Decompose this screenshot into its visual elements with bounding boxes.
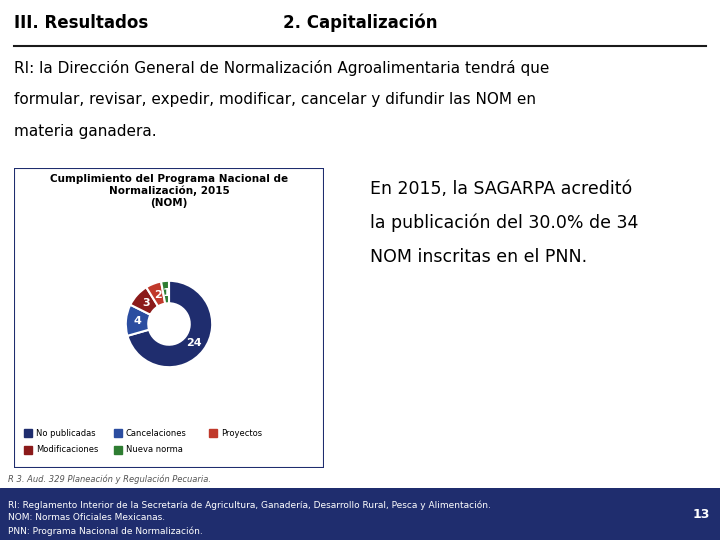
Wedge shape xyxy=(127,281,212,367)
Text: RI: Reglamento Interior de la Secretaría de Agricultura, Ganadería, Desarrollo R: RI: Reglamento Interior de la Secretaría… xyxy=(8,500,491,510)
Text: Cancelaciones: Cancelaciones xyxy=(126,429,187,437)
Text: 1: 1 xyxy=(162,288,170,298)
Text: Nueva norma: Nueva norma xyxy=(126,446,183,455)
Text: NOM inscritas en el PNN.: NOM inscritas en el PNN. xyxy=(370,248,587,266)
Bar xyxy=(209,429,217,437)
Text: (NOM): (NOM) xyxy=(150,198,188,208)
Text: Proyectos: Proyectos xyxy=(221,429,262,437)
Bar xyxy=(114,446,122,454)
Text: III. Resultados: III. Resultados xyxy=(14,14,148,32)
Text: 3: 3 xyxy=(142,298,150,308)
Wedge shape xyxy=(161,281,169,303)
Bar xyxy=(24,446,32,454)
Wedge shape xyxy=(146,281,165,306)
Text: PNN: Programa Nacional de Normalización.: PNN: Programa Nacional de Normalización. xyxy=(8,526,203,536)
Text: 2: 2 xyxy=(154,289,161,300)
Text: 13: 13 xyxy=(693,508,710,521)
Bar xyxy=(24,429,32,437)
Text: Normalización, 2015: Normalización, 2015 xyxy=(109,186,230,197)
Text: Cumplimiento del Programa Nacional de: Cumplimiento del Programa Nacional de xyxy=(50,174,288,184)
Wedge shape xyxy=(130,287,158,315)
Text: 24: 24 xyxy=(186,338,202,348)
Text: formular, revisar, expedir, modificar, cancelar y difundir las NOM en: formular, revisar, expedir, modificar, c… xyxy=(14,92,536,107)
Text: En 2015, la SAGARPA acreditó: En 2015, la SAGARPA acreditó xyxy=(370,180,632,198)
Text: 2. Capitalización: 2. Capitalización xyxy=(283,14,437,32)
Text: R 3. Aud. 329 Planeación y Regulación Pecuaria.: R 3. Aud. 329 Planeación y Regulación Pe… xyxy=(8,474,211,484)
Bar xyxy=(114,429,122,437)
Text: 4: 4 xyxy=(134,316,142,326)
Wedge shape xyxy=(126,305,150,336)
Text: No publicadas: No publicadas xyxy=(36,429,96,437)
Text: Modificaciones: Modificaciones xyxy=(36,446,99,455)
Text: NOM: Normas Oficiales Mexicanas.: NOM: Normas Oficiales Mexicanas. xyxy=(8,513,165,522)
Text: la publicación del 30.0% de 34: la publicación del 30.0% de 34 xyxy=(370,214,639,233)
Text: RI: la Dirección General de Normalización Agroalimentaria tendrá que: RI: la Dirección General de Normalizació… xyxy=(14,60,549,76)
Text: materia ganadera.: materia ganadera. xyxy=(14,124,157,139)
